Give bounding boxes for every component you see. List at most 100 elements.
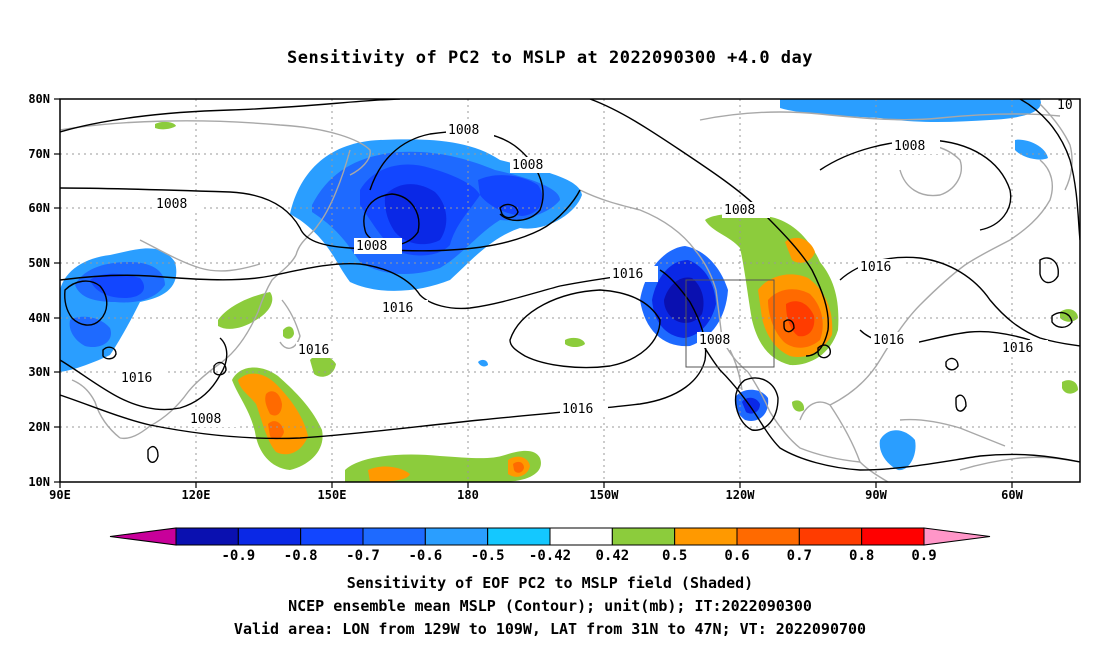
coastlines bbox=[60, 103, 1080, 482]
shade-pos-eqpac-orange bbox=[368, 466, 410, 482]
coast-korea-china bbox=[119, 311, 259, 440]
axis-ticks bbox=[54, 98, 1013, 488]
caption-contour-field: NCEP ensemble mean MSLP (Contour); unit(… bbox=[288, 597, 812, 615]
shade-neg-north-pacific-core bbox=[384, 184, 447, 245]
colorbar-segment bbox=[237, 527, 302, 546]
colorbar-label: 0.7 bbox=[787, 548, 812, 564]
contour-label-1016: 1016 bbox=[562, 402, 593, 417]
contour-label-1008: 1008 bbox=[894, 139, 925, 154]
colorbar-label: 0.42 bbox=[595, 548, 629, 564]
lon-label: 90W bbox=[865, 488, 887, 502]
colorbar-segment bbox=[487, 527, 551, 546]
colorbar-label: 0.5 bbox=[662, 548, 687, 564]
colorbar-segment bbox=[300, 527, 364, 546]
colorbar-segment bbox=[674, 527, 738, 546]
shade-neg-china-south bbox=[69, 316, 111, 348]
contour-1008-east bbox=[1019, 99, 1080, 241]
contour-small-loop-3 bbox=[102, 346, 117, 360]
lat-label: 30N bbox=[28, 365, 50, 379]
shade-pos-pac-small bbox=[310, 355, 336, 377]
contour-label-1008: 1008 bbox=[448, 123, 479, 138]
contour-label-1008: 1008 bbox=[156, 197, 187, 212]
lon-label: 90E bbox=[49, 488, 71, 502]
coast-canada-east bbox=[1009, 159, 1053, 241]
shade-neg-hudson bbox=[1015, 139, 1048, 160]
coast-se-asia bbox=[71, 379, 121, 439]
latitude-labels: 80N 70N 60N 50N 40N 30N 20N 10N bbox=[28, 92, 50, 489]
caption-valid-area: Valid area: LON from 129W to 109W, LAT f… bbox=[233, 620, 867, 638]
coast-us-east bbox=[829, 239, 1011, 406]
plot-title: Sensitivity of PC2 to MSLP at 2022090300… bbox=[286, 48, 813, 68]
contour-1016-south-pacific bbox=[60, 269, 707, 440]
caption-shaded-field: Sensitivity of EOF PC2 to MSLP field (Sh… bbox=[346, 574, 754, 592]
shade-pos-wpac-core bbox=[265, 391, 282, 416]
lat-label: 40N bbox=[28, 311, 50, 325]
colorbar-segment bbox=[798, 527, 863, 546]
lon-label: 180 bbox=[457, 488, 479, 502]
contour-small-loop-6 bbox=[1051, 311, 1073, 328]
colorbar-segment bbox=[861, 527, 925, 546]
coast-japan bbox=[279, 299, 301, 349]
colorbar-extend-high bbox=[923, 527, 991, 546]
contour-1008-low-a bbox=[369, 130, 544, 221]
contour-labels: 1008 1008 1008 1008 1008 1008 1008 10 10… bbox=[121, 98, 1073, 427]
colorbar-label: -0.9 bbox=[221, 548, 255, 564]
coast-baja bbox=[729, 349, 743, 391]
contour-label-1016: 1016 bbox=[612, 267, 643, 282]
contour-1008-north-a bbox=[60, 99, 401, 133]
colorbar-label: 0.6 bbox=[724, 548, 749, 564]
contour-1008-baja bbox=[699, 339, 1080, 471]
contour-small-loop-10 bbox=[783, 319, 795, 333]
contour-label-1008: 1008 bbox=[699, 333, 730, 348]
colorbar-segment bbox=[424, 527, 489, 546]
shade-neg-north-pacific-east bbox=[478, 175, 543, 216]
coast-alaska bbox=[579, 189, 717, 291]
coast-greenland bbox=[1039, 103, 1073, 191]
colorbar-label: -0.7 bbox=[346, 548, 380, 564]
contour-1008-china bbox=[60, 337, 228, 411]
coast-mexico bbox=[747, 371, 861, 463]
shade-neg-arctic bbox=[780, 99, 1041, 122]
coast-gulf bbox=[799, 401, 861, 463]
contour-1016-east bbox=[839, 256, 1080, 347]
contour-1016-china-inner bbox=[64, 280, 108, 326]
contour-label-1008: 1008 bbox=[512, 158, 543, 173]
contour-label-1016: 1016 bbox=[121, 371, 152, 386]
coast-asia-north bbox=[60, 120, 371, 176]
shade-pos-eqpac-core bbox=[513, 461, 524, 473]
contour-label-1016: 1016 bbox=[1002, 341, 1033, 356]
colorbar-label: 0.9 bbox=[911, 548, 936, 564]
lon-label: 120W bbox=[726, 488, 756, 502]
lat-label: 60N bbox=[28, 201, 50, 215]
graticule bbox=[60, 99, 1080, 482]
shade-pos-small-5 bbox=[155, 121, 176, 130]
coast-caribbean bbox=[899, 418, 1006, 447]
contour-1008-mexico-loop bbox=[734, 377, 779, 431]
shade-pos-wpac-core2 bbox=[268, 421, 284, 440]
longitude-labels: 90E 120E 150E 180 150W 120W 90W 60W bbox=[49, 488, 1023, 502]
contour-label-10: 10 bbox=[1057, 98, 1073, 113]
contour-1016-north-central bbox=[60, 262, 651, 310]
colorbar-segment bbox=[362, 527, 426, 546]
colorbar-label: -0.42 bbox=[529, 548, 571, 564]
lon-label: 60W bbox=[1001, 488, 1023, 502]
contour-1008-canada bbox=[819, 139, 1012, 231]
contour-label-1008: 1008 bbox=[724, 203, 755, 218]
contour-small-loop-5 bbox=[1039, 257, 1059, 284]
mslp-contours bbox=[60, 99, 1080, 471]
shade-neg-west-coast-core bbox=[664, 277, 704, 323]
colorbar-label: -0.8 bbox=[284, 548, 318, 564]
lat-label: 50N bbox=[28, 256, 50, 270]
colorbar-segment bbox=[736, 527, 800, 546]
contour-small-loop-2 bbox=[213, 361, 227, 376]
colorbar-segment bbox=[549, 527, 613, 546]
contour-small-loop-4 bbox=[147, 445, 159, 463]
contour-label-1016: 1016 bbox=[860, 260, 891, 275]
coast-arctic-canada bbox=[699, 111, 1061, 121]
colorbar-label: -0.6 bbox=[408, 548, 442, 564]
shade-pos-small-1 bbox=[565, 337, 585, 347]
shade-pos-japan bbox=[218, 292, 273, 329]
valid-area-box bbox=[685, 279, 775, 368]
colorbar-segment bbox=[611, 527, 676, 546]
contour-label-backgrounds bbox=[119, 97, 1080, 427]
